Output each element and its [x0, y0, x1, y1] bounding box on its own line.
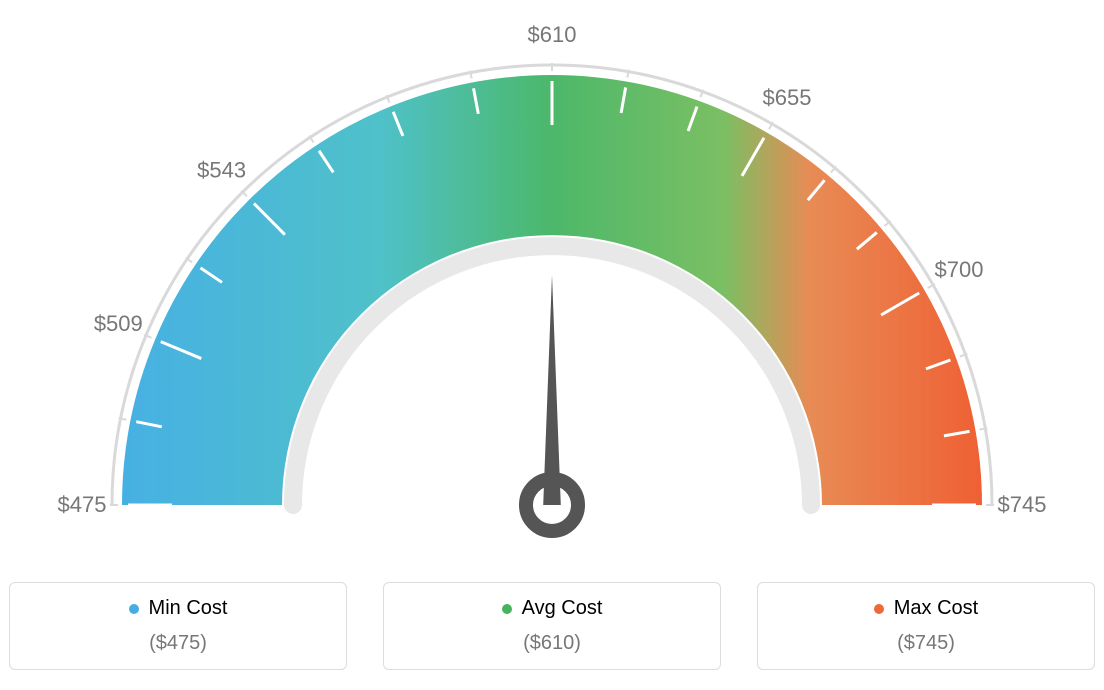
legend-value-max: ($745): [776, 632, 1076, 655]
legend-label-max: Max Cost: [874, 597, 978, 620]
dot-max: [874, 604, 884, 614]
legend-label-text-min: Min Cost: [149, 597, 228, 620]
gauge-area: $475 $509 $543 $610 $655 $700 $745: [0, 5, 1104, 565]
svg-text:$655: $655: [763, 85, 812, 110]
svg-text:$745: $745: [998, 492, 1047, 517]
dot-avg: [502, 604, 512, 614]
svg-text:$509: $509: [94, 311, 143, 336]
legend: Min Cost ($475) Avg Cost ($610) Max Cost…: [0, 582, 1104, 670]
gauge-svg: $475 $509 $543 $610 $655 $700 $745: [0, 5, 1104, 565]
svg-text:$543: $543: [197, 158, 246, 183]
svg-text:$700: $700: [935, 257, 984, 282]
svg-text:$475: $475: [58, 492, 107, 517]
legend-item-min: Min Cost ($475): [9, 582, 347, 670]
dot-min: [129, 604, 139, 614]
legend-label-text-avg: Avg Cost: [522, 597, 603, 620]
legend-value-min: ($475): [28, 632, 328, 655]
legend-item-avg: Avg Cost ($610): [383, 582, 721, 670]
legend-value-avg: ($610): [402, 632, 702, 655]
legend-label-text-max: Max Cost: [894, 597, 978, 620]
legend-label-min: Min Cost: [129, 597, 228, 620]
legend-label-avg: Avg Cost: [502, 597, 603, 620]
legend-item-max: Max Cost ($745): [757, 582, 1095, 670]
svg-text:$610: $610: [528, 22, 577, 47]
cost-gauge-chart: $475 $509 $543 $610 $655 $700 $745 Min Cost ($…: [0, 0, 1104, 690]
